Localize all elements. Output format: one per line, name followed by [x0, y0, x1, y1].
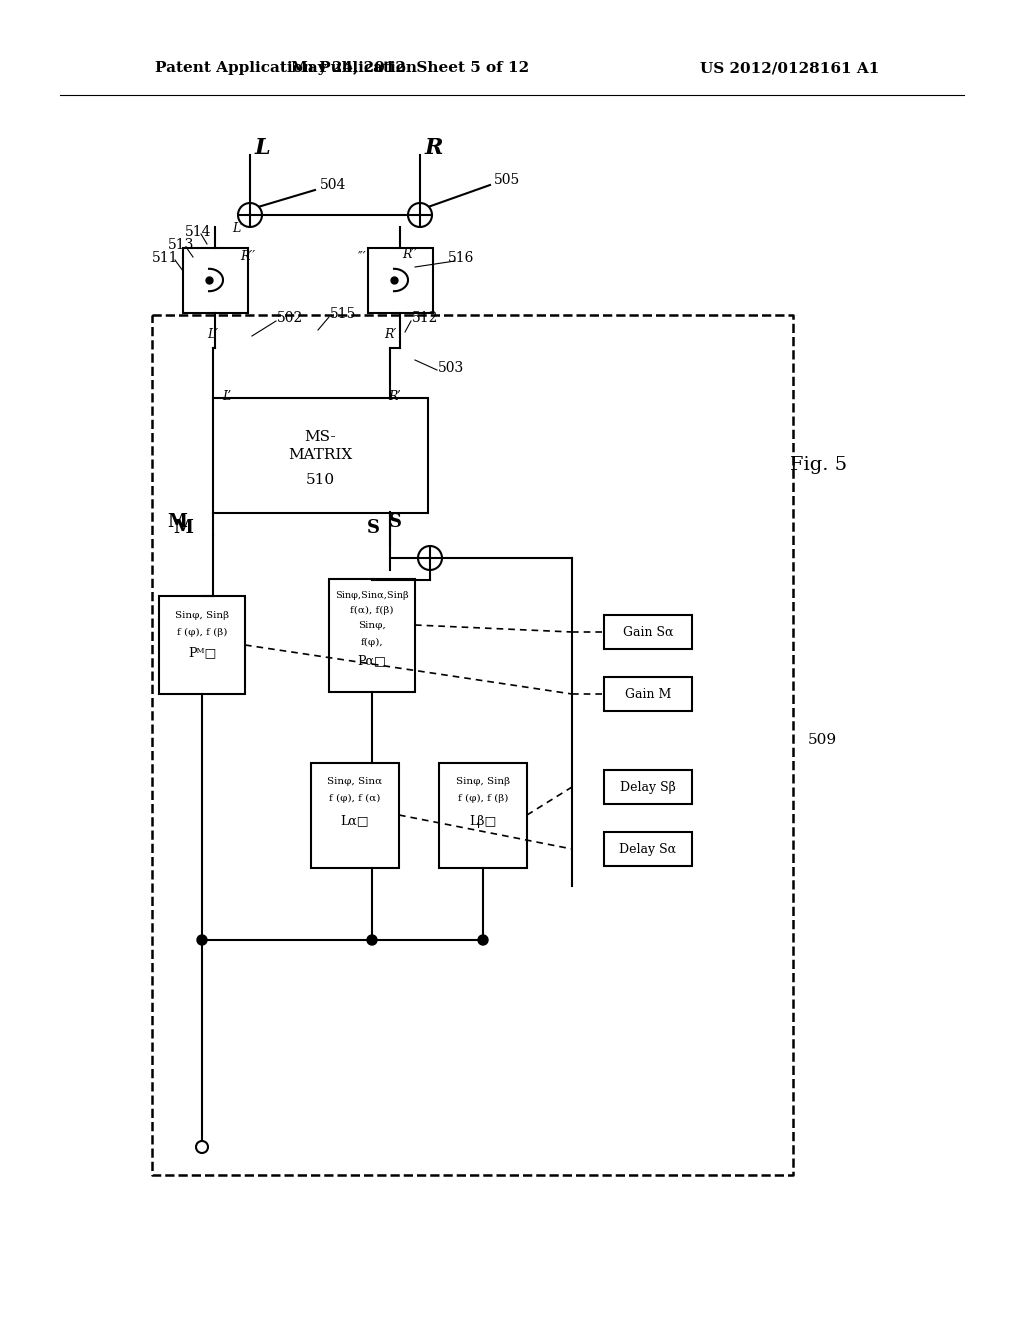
- Text: L′: L′: [208, 327, 218, 341]
- Circle shape: [197, 935, 207, 945]
- Circle shape: [418, 546, 442, 570]
- Bar: [159, 597, 245, 694]
- Text: Delay Sβ: Delay Sβ: [621, 780, 676, 793]
- Text: Lα□: Lα□: [341, 814, 370, 828]
- Text: 503: 503: [438, 360, 464, 375]
- Text: 513: 513: [168, 238, 195, 252]
- Bar: [182, 248, 248, 313]
- Text: 510: 510: [305, 473, 335, 487]
- Text: S: S: [367, 519, 380, 537]
- Text: Pᴹ□: Pᴹ□: [187, 647, 216, 660]
- Text: R′: R′: [384, 327, 396, 341]
- Text: L’: L’: [222, 391, 231, 404]
- Text: Pα□: Pα□: [357, 655, 386, 668]
- Text: Fig. 5: Fig. 5: [790, 455, 847, 474]
- Text: M: M: [167, 513, 187, 531]
- Bar: [368, 248, 432, 313]
- Text: f (φ), f (β): f (φ), f (β): [177, 627, 227, 636]
- Text: R′′: R′′: [240, 251, 255, 264]
- Text: R: R: [425, 137, 443, 158]
- Text: 504: 504: [319, 178, 346, 191]
- Text: May 24, 2012  Sheet 5 of 12: May 24, 2012 Sheet 5 of 12: [291, 61, 529, 75]
- Text: f(φ),: f(φ),: [360, 638, 383, 647]
- Text: S: S: [388, 513, 401, 531]
- Text: US 2012/0128161 A1: US 2012/0128161 A1: [700, 61, 880, 75]
- Text: 509: 509: [808, 733, 838, 747]
- Text: Gain Sα: Gain Sα: [623, 626, 673, 639]
- Text: Gain M: Gain M: [625, 688, 671, 701]
- Text: Sinφ, Sinβ: Sinφ, Sinβ: [456, 776, 510, 785]
- Text: ′′′: ′′′: [358, 251, 367, 264]
- Text: Delay Sα: Delay Sα: [620, 842, 677, 855]
- Bar: [213, 397, 427, 512]
- Text: Sinφ, Sinα: Sinφ, Sinα: [328, 776, 383, 785]
- Bar: [604, 832, 692, 866]
- Text: M: M: [173, 519, 193, 537]
- Text: MATRIX: MATRIX: [288, 447, 352, 462]
- Text: Lβ□: Lβ□: [469, 814, 497, 828]
- Text: Sinφ,: Sinφ,: [358, 622, 386, 631]
- Bar: [311, 763, 399, 867]
- Text: Sinφ, Sinβ: Sinφ, Sinβ: [175, 610, 229, 619]
- Bar: [604, 770, 692, 804]
- Text: 512: 512: [412, 312, 438, 325]
- Text: Patent Application Publication: Patent Application Publication: [155, 61, 417, 75]
- Text: Sinφ,Sinα,Sinβ: Sinφ,Sinα,Sinβ: [335, 590, 409, 599]
- Text: L: L: [255, 137, 270, 158]
- Text: f(α), f(β): f(α), f(β): [350, 606, 394, 615]
- Circle shape: [196, 1140, 208, 1152]
- Text: R′′: R′′: [402, 248, 417, 260]
- Text: R’: R’: [389, 391, 401, 404]
- Bar: [329, 578, 415, 692]
- Text: 502: 502: [278, 312, 303, 325]
- Text: f (φ), f (α): f (φ), f (α): [330, 793, 381, 803]
- Circle shape: [478, 935, 488, 945]
- Text: 511: 511: [152, 251, 178, 265]
- Text: 516: 516: [449, 251, 474, 265]
- Bar: [604, 677, 692, 711]
- Text: L′′: L′′: [232, 222, 246, 235]
- Text: MS-: MS-: [304, 430, 336, 444]
- Circle shape: [238, 203, 262, 227]
- Bar: [439, 763, 527, 867]
- Circle shape: [367, 935, 377, 945]
- Circle shape: [408, 203, 432, 227]
- Text: f (φ), f (β): f (φ), f (β): [458, 793, 508, 803]
- Text: 505: 505: [494, 173, 520, 187]
- Text: 514: 514: [185, 224, 212, 239]
- Bar: [604, 615, 692, 649]
- Text: 515: 515: [330, 308, 356, 321]
